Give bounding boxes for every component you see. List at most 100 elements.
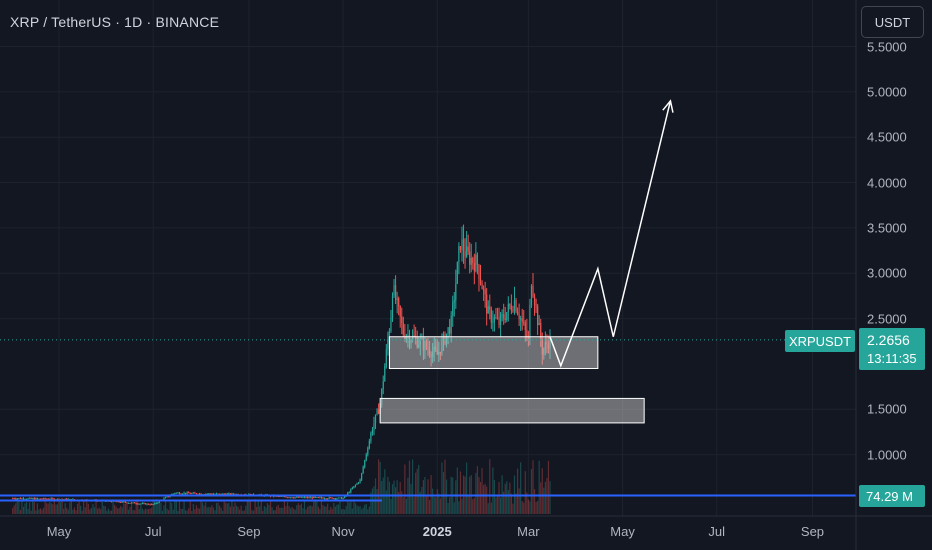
volume-bar — [50, 503, 52, 514]
candle-body — [215, 493, 218, 495]
candle-body — [177, 492, 179, 494]
volume-bar — [27, 508, 29, 514]
volume-bar — [313, 501, 315, 514]
projection-path — [549, 100, 672, 368]
volume-bar — [137, 499, 139, 514]
candle-body — [151, 504, 153, 506]
volume-bar — [226, 503, 228, 514]
volume-bar — [453, 502, 455, 514]
candle-body — [137, 503, 139, 505]
candle-body — [387, 339, 389, 350]
candle-body — [479, 278, 482, 284]
candle-body — [323, 498, 326, 500]
candle-body — [44, 498, 46, 500]
symbol-title[interactable]: XRP / TetherUS · 1D · BINANCE — [10, 14, 220, 30]
volume-bar — [390, 498, 392, 514]
candle-body — [124, 501, 126, 503]
volume-bar — [458, 501, 460, 514]
candle-body — [364, 460, 366, 467]
volume-bar — [129, 506, 131, 514]
volume-bar — [391, 484, 394, 514]
candle-body — [178, 492, 181, 494]
volume-bar — [521, 501, 523, 514]
currency-button[interactable]: USDT — [861, 6, 924, 38]
candle-body — [140, 503, 142, 505]
volume-bar — [75, 510, 77, 514]
candle-body — [350, 489, 352, 493]
volume-bar — [418, 464, 420, 514]
volume-bar — [211, 505, 213, 514]
candle-body — [172, 493, 174, 495]
volume-bar — [30, 510, 32, 514]
projection-arrow — [549, 99, 674, 368]
volume-bar — [436, 489, 438, 514]
candle-body — [212, 493, 214, 495]
volume-bar — [61, 499, 63, 514]
volume-bar — [300, 503, 303, 514]
candle-body — [53, 498, 55, 500]
volume-bar — [486, 486, 488, 514]
candle-body — [484, 289, 486, 295]
volume-bar — [135, 500, 137, 514]
volume-bar — [100, 509, 102, 514]
candle-body — [33, 498, 35, 500]
volume-bar — [323, 506, 326, 514]
volume-bar — [285, 506, 287, 514]
volume-bar — [245, 505, 247, 514]
arrow-head — [662, 99, 674, 113]
candle-body — [313, 496, 315, 499]
price-axis-label: 1.5000 — [867, 401, 907, 417]
volume-bar — [405, 498, 407, 514]
volume-bar — [345, 505, 347, 514]
candle-body — [126, 502, 128, 504]
candle-body — [186, 492, 188, 494]
volume-bar — [461, 498, 463, 514]
volume-bar — [16, 501, 18, 514]
candle-body — [388, 331, 391, 340]
candle-body — [300, 496, 303, 498]
volume-bar — [311, 506, 313, 514]
candle-body — [361, 473, 363, 480]
candle-body — [472, 258, 474, 263]
candle-body — [282, 496, 284, 498]
volume-bar — [269, 500, 272, 514]
volume-bar — [175, 500, 177, 514]
candle-body — [466, 246, 468, 257]
candle-body — [290, 497, 292, 499]
candle-body — [52, 498, 54, 500]
volume-bar — [509, 482, 511, 514]
candle-body — [523, 321, 525, 323]
volume-bar — [188, 508, 190, 514]
volume-bar — [327, 503, 329, 514]
candle-body — [206, 493, 208, 495]
volume-bar — [467, 496, 469, 514]
volume-bar — [186, 510, 188, 514]
volume-bar — [543, 487, 545, 514]
volume-bar — [526, 492, 528, 514]
candle-body — [526, 329, 528, 338]
candle-body — [302, 497, 304, 499]
candle-body — [333, 498, 335, 500]
candle-body — [381, 389, 383, 406]
volume-bar — [425, 495, 428, 514]
candle-body — [353, 486, 355, 488]
volume-bar — [106, 510, 108, 514]
candle-body — [183, 492, 185, 494]
volume-bar — [223, 500, 225, 514]
volume-bar — [444, 459, 446, 514]
candle-body — [459, 246, 462, 250]
volume-bar — [441, 462, 443, 514]
volume-bar — [492, 467, 494, 514]
candle-body — [208, 493, 210, 495]
candle-body — [12, 498, 14, 500]
volume-bar — [69, 502, 71, 514]
candle-body — [174, 493, 176, 495]
volume-bar — [78, 500, 80, 514]
volume-bar — [126, 503, 128, 514]
volume-bar — [55, 504, 57, 514]
volume-bar — [490, 502, 492, 514]
volume-bar — [415, 472, 417, 514]
volume-bar — [189, 500, 191, 514]
volume-bar — [177, 510, 179, 514]
